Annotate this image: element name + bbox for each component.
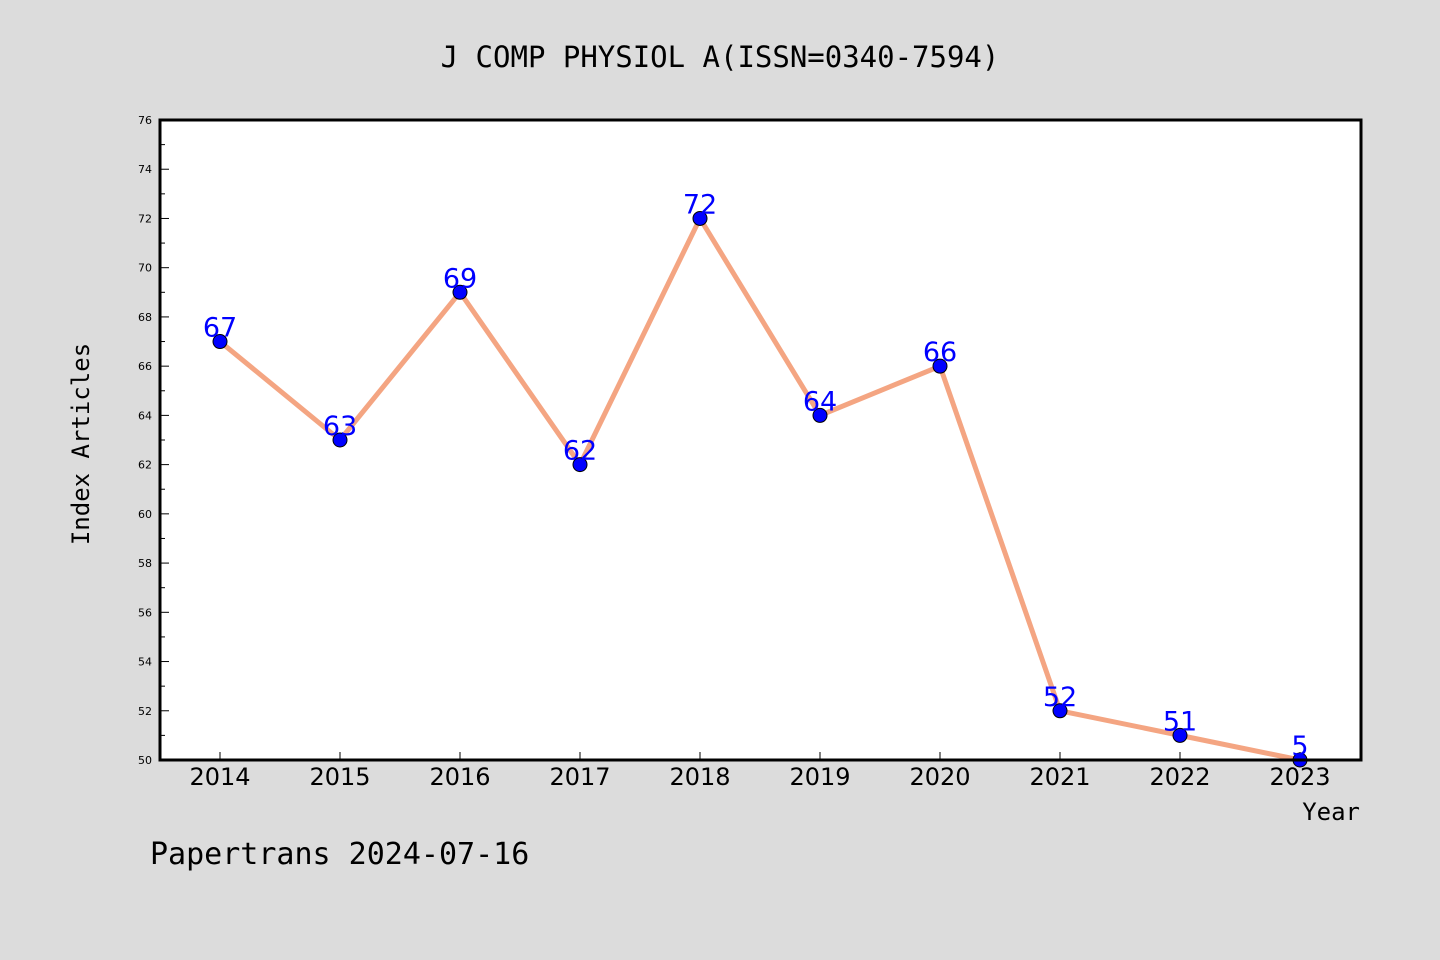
data-label: 52 [1043,682,1077,713]
data-label: 51 [1163,706,1197,737]
data-point [1172,727,1188,743]
y-tick-label: 74 [138,163,152,176]
chart-title: J COMP PHYSIOL A(ISSN=0340-7594) [441,40,1000,74]
data-point [812,407,828,423]
data-point [932,358,948,374]
y-tick-label: 56 [138,606,152,619]
data-label: 62 [563,436,597,467]
y-tick-label: 54 [138,656,152,669]
y-tick-label: 70 [138,262,152,275]
y-tick-label: 68 [138,311,152,324]
data-point [692,210,708,226]
y-tick-label: 66 [138,360,152,373]
y-axis-label: Index Articles [67,343,95,545]
x-tick-label: 2015 [309,763,370,791]
data-point [332,432,348,448]
y-tick-label: 64 [138,409,152,422]
x-tick-label: 2020 [909,763,970,791]
x-tick-label: 2019 [789,763,850,791]
data-label: 72 [683,189,717,220]
data-label: 67 [203,313,237,344]
plot-area [160,120,1361,760]
data-point [452,284,468,300]
data-label: 63 [323,411,357,442]
x-axis-ticks: 2014 2015 2016 2017 2018 2019 2020 2021 2022 2023 [189,752,1331,791]
data-point [1052,703,1068,719]
y-tick-label: 58 [138,557,152,570]
series-line [218,215,1301,763]
x-tick-label: 2023 [1269,763,1330,791]
x-tick-label: 2022 [1149,763,1210,791]
x-tick-label: 2018 [669,763,730,791]
x-tick-label: 2016 [429,763,490,791]
y-tick-label: 72 [138,212,152,225]
plot-frame [158,118,1363,762]
y-tick-label: 76 [138,114,152,127]
y-tick-label: 52 [138,705,152,718]
x-tick-label: 2014 [189,763,250,791]
data-label: 69 [443,263,477,294]
data-label: 5 [1291,731,1308,762]
data-label: 64 [803,386,837,417]
y-tick-label: 60 [138,508,152,521]
x-tick-label: 2021 [1029,763,1090,791]
footer-watermark: Papertrans 2024-07-16 [150,837,529,872]
data-point [572,457,588,473]
x-tick-label: 2017 [549,763,610,791]
y-axis-ticks: 50 52 54 56 58 60 62 64 66 68 70 72 74 76 [138,114,169,767]
y-tick-label: 50 [138,754,152,767]
data-label: 66 [923,337,957,368]
y-tick-label: 62 [138,459,152,472]
x-axis-label: Year [1302,798,1360,826]
data-labels: 67 63 69 62 72 64 66 52 51 5 [203,189,1309,762]
data-point [212,334,228,350]
